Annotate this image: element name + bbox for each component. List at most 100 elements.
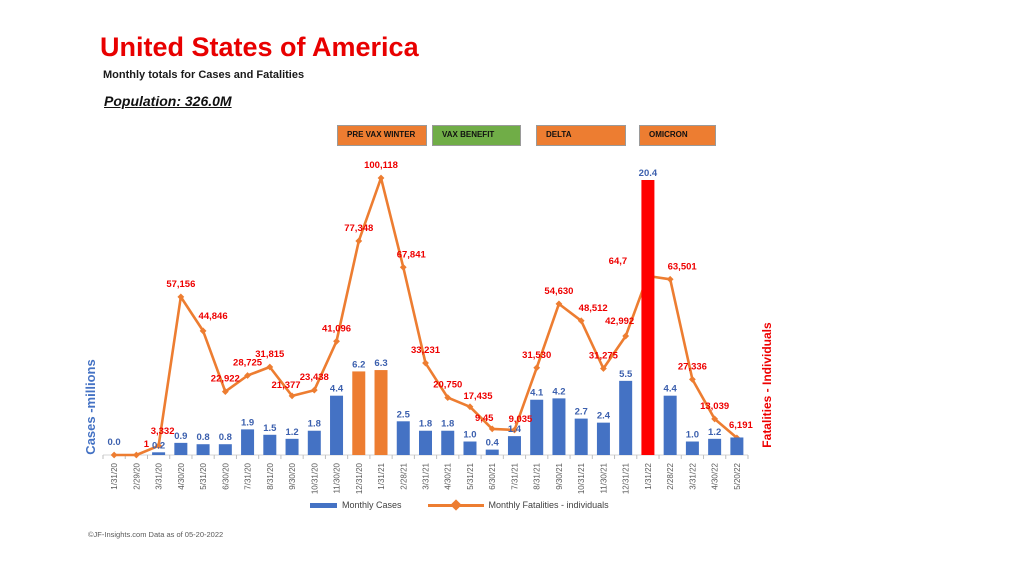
- legend-item-fatalities: Monthly Fatalities - individuals: [427, 498, 609, 511]
- svg-text:44,846: 44,846: [199, 311, 228, 322]
- svg-text:8/31/20: 8/31/20: [266, 462, 275, 489]
- legend-fatalities-label: Monthly Fatalities - individuals: [488, 500, 609, 510]
- svg-text:1.8: 1.8: [308, 419, 321, 430]
- case-bar: [708, 438, 722, 455]
- fatalities-point-marker: [266, 363, 274, 371]
- legend-cases-label: Monthly Cases: [342, 500, 402, 510]
- svg-text:9/30/21: 9/30/21: [555, 462, 564, 489]
- svg-text:3/31/20: 3/31/20: [155, 462, 164, 489]
- fatalities-point-marker: [555, 300, 563, 308]
- case-bar: [552, 398, 566, 455]
- case-bar: [330, 395, 344, 455]
- case-bar: [241, 429, 255, 455]
- case-bar: [730, 437, 744, 455]
- fatalities-point-marker: [288, 392, 296, 400]
- svg-text:0.2: 0.2: [152, 440, 165, 451]
- svg-text:0.8: 0.8: [219, 432, 232, 443]
- population-label: Population: 326.0M: [104, 93, 232, 109]
- fatalities-point-marker: [377, 174, 385, 182]
- svg-text:1.2: 1.2: [285, 427, 298, 438]
- case-bar: [196, 444, 210, 455]
- svg-text:31,530: 31,530: [522, 350, 551, 361]
- fatalities-point-marker: [622, 332, 630, 340]
- svg-text:27,336: 27,336: [678, 361, 707, 372]
- svg-text:8/31/21: 8/31/21: [533, 462, 542, 489]
- svg-text:5/20/22: 5/20/22: [733, 462, 742, 489]
- svg-text:28,725: 28,725: [233, 358, 263, 369]
- case-bar: [263, 434, 277, 455]
- svg-text:21,377: 21,377: [272, 380, 301, 391]
- case-bar: [307, 430, 321, 455]
- svg-text:4/30/20: 4/30/20: [177, 462, 186, 489]
- svg-text:4/30/21: 4/30/21: [444, 462, 453, 489]
- fatalities-point-marker: [533, 364, 541, 372]
- fatalities-point-marker: [110, 451, 118, 459]
- legend-item-cases: Monthly Cases: [310, 500, 402, 510]
- svg-text:10/31/20: 10/31/20: [310, 462, 319, 494]
- fatalities-point-marker: [666, 275, 674, 283]
- fatalities-point-marker: [221, 388, 229, 395]
- fatalities-point-marker: [177, 293, 185, 301]
- case-bar: [419, 430, 432, 455]
- svg-text:6,191: 6,191: [729, 420, 753, 431]
- svg-text:63,501: 63,501: [668, 261, 698, 272]
- fatalities-point-marker: [688, 375, 696, 383]
- svg-text:48,512: 48,512: [579, 303, 608, 314]
- svg-text:0.9: 0.9: [174, 431, 187, 442]
- fatalities-point-marker: [244, 372, 251, 379]
- svg-text:1.0: 1.0: [686, 430, 699, 441]
- svg-text:42,992: 42,992: [605, 316, 634, 327]
- page-subtitle: Monthly totals for Cases and Fatalities: [103, 69, 305, 81]
- case-bar: [174, 442, 188, 455]
- svg-text:1: 1: [144, 439, 150, 450]
- cases-bar-swatch-icon: [310, 502, 337, 508]
- chart-legend: Monthly Cases Monthly Fatalities - indiv…: [310, 498, 609, 511]
- svg-text:4.2: 4.2: [552, 386, 565, 397]
- fatalities-point-marker: [132, 451, 140, 459]
- svg-text:12/31/21: 12/31/21: [622, 462, 631, 494]
- fatalities-point-marker: [466, 403, 474, 411]
- phase-box-pre-vax-winter: PRE VAX WINTER: [337, 125, 427, 146]
- phase-box-omicron: OMICRON: [639, 125, 716, 146]
- case-bar: [685, 441, 699, 455]
- svg-text:41,096: 41,096: [322, 323, 351, 334]
- svg-text:7/31/21: 7/31/21: [510, 462, 519, 489]
- fatalities-point-marker: [511, 426, 518, 434]
- fatalities-point-marker: [355, 237, 363, 245]
- svg-text:23,438: 23,438: [300, 372, 329, 383]
- right-axis-title: Fatalities - Individuals: [760, 322, 774, 448]
- svg-text:2.4: 2.4: [597, 411, 611, 422]
- fatalities-point-marker: [310, 386, 318, 394]
- x-axis: [102, 454, 749, 459]
- svg-text:5/31/21: 5/31/21: [466, 462, 475, 489]
- svg-text:1.8: 1.8: [419, 419, 432, 430]
- phase-box-vax-benefit: VAX BENEFIT: [432, 125, 521, 146]
- svg-text:3/31/21: 3/31/21: [422, 462, 431, 489]
- fatalities-point-marker: [577, 317, 585, 325]
- svg-text:6.3: 6.3: [374, 358, 387, 369]
- svg-text:11/30/21: 11/30/21: [599, 462, 608, 493]
- fatalities-point-marker: [399, 263, 407, 271]
- case-bar: [530, 399, 544, 455]
- svg-text:1/31/22: 1/31/22: [644, 462, 653, 489]
- svg-text:5.5: 5.5: [619, 369, 633, 380]
- case-bar: [463, 441, 477, 455]
- svg-text:17,435: 17,435: [463, 391, 493, 402]
- case-bar: [374, 370, 388, 455]
- cases-value-labels: 0.0 0.2 0.9 0.8 0.8 1.9 1.5 1.2 1.8 4.4 6.2 6.3 2.5 1…: [108, 168, 722, 451]
- svg-text:2.5: 2.5: [397, 409, 411, 420]
- svg-text:12/31/20: 12/31/20: [355, 462, 364, 494]
- svg-text:4.1: 4.1: [530, 388, 544, 399]
- case-bar: [641, 180, 655, 455]
- fatalities-point-marker: [155, 442, 163, 450]
- svg-text:9,45: 9,45: [475, 413, 494, 424]
- case-bar: [352, 371, 366, 455]
- svg-text:64,7: 64,7: [609, 256, 628, 267]
- svg-text:4.4: 4.4: [330, 384, 344, 395]
- fatalities-point-marker: [333, 337, 340, 345]
- svg-text:1.2: 1.2: [708, 427, 721, 438]
- case-bar: [285, 438, 299, 455]
- svg-text:57,156: 57,156: [166, 279, 195, 290]
